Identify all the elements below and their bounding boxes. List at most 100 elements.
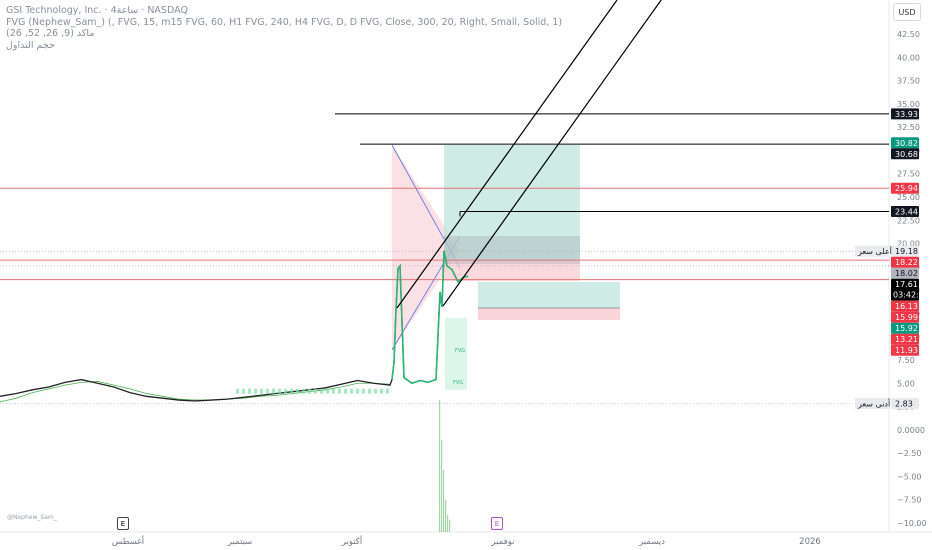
small-profit-zone <box>478 282 620 308</box>
price-tick-label: 22.50 <box>897 216 920 225</box>
price-tag-label: 16.13 <box>895 302 918 311</box>
volume-bar <box>439 400 441 532</box>
price-tick-label: 40.00 <box>897 53 920 62</box>
fvg-label: FVG <box>455 348 465 354</box>
earnings-event-marker[interactable]: E <box>117 517 129 530</box>
volume-highlight-bar <box>260 388 263 394</box>
symbol-title[interactable]: GSI Technology, Inc. · 4ساعة · NASDAQ <box>6 5 188 16</box>
price-caption: أعلى سعر <box>857 246 892 256</box>
time-tick-label: أكتوبر <box>341 535 362 547</box>
price-tick-label: 32.50 <box>897 123 920 132</box>
price-tag-label: 11.93 <box>895 346 918 355</box>
price-tag[interactable] <box>891 108 919 120</box>
price-tag-label: 15.99 <box>895 313 918 322</box>
price-tag-label: 18.02 <box>895 269 918 278</box>
price-tag-label: 33.93 <box>895 110 918 119</box>
volume-highlight-bar <box>320 388 323 394</box>
volume-highlight-bar <box>338 388 341 394</box>
volume-bar <box>447 515 449 532</box>
time-tick-label: نوفمبر <box>491 537 515 547</box>
time-axis[interactable]: أغسطس سبتمبر أكتوبر نوفمبر ديسمبر 2026 <box>112 535 821 547</box>
time-tick-label: ديسمبر <box>638 537 665 547</box>
price-caption-box <box>855 397 889 409</box>
volume-highlight-bar <box>248 388 251 394</box>
volume-bar <box>443 470 445 532</box>
price-tag[interactable] <box>891 311 919 323</box>
price-tag[interactable] <box>891 322 919 334</box>
trend-channel <box>396 0 662 309</box>
volume-title[interactable]: حجم التداول <box>6 39 55 51</box>
volume-highlight-bar <box>302 388 305 394</box>
volume-bars <box>439 400 451 532</box>
horizontal-levels <box>0 113 889 404</box>
volume-highlight-bar <box>254 388 257 394</box>
price-tag[interactable] <box>891 245 919 257</box>
volume-highlight-bar <box>368 388 371 394</box>
time-tick-label: 2026 <box>799 537 821 547</box>
time-tick-label: سبتمبر <box>227 537 252 547</box>
price-tick-label: 27.50 <box>897 170 920 179</box>
volume-highlight-bar <box>266 388 269 394</box>
volume-highlight-bar <box>314 388 317 394</box>
trend-line-lower <box>442 0 662 307</box>
price-caption: أدنى سعر <box>857 398 890 408</box>
price-tag-label: 2.83 <box>895 399 913 408</box>
volume-highlight-bar <box>296 388 299 394</box>
price-tag-label: 30.82 <box>895 139 918 148</box>
trade-zones: FVG FVG <box>391 144 620 390</box>
price-tag[interactable] <box>891 344 919 356</box>
volume-highlight-bar <box>326 388 329 394</box>
price-tag[interactable] <box>891 182 919 194</box>
volume-highlight-bar <box>356 388 359 394</box>
price-tag-label: 17.61 <box>895 280 918 289</box>
currency-button[interactable]: USD <box>893 3 921 21</box>
price-tick-label: 5.00 <box>897 379 915 388</box>
volume-highlight-bar <box>350 388 353 394</box>
price-tag[interactable] <box>891 137 919 149</box>
macd-title[interactable]: ماكد (9, 26, 52, 26) <box>6 28 95 39</box>
price-tag-label: 30.68 <box>895 150 918 159</box>
price-tag[interactable] <box>891 148 919 160</box>
price-tag[interactable] <box>891 300 919 312</box>
price-tag-label: 13.21 <box>895 335 918 344</box>
price-tick-label: 37.50 <box>897 77 920 86</box>
price-tick-label: 25.00 <box>897 193 920 202</box>
price-tick-label: 0.0000 <box>897 426 925 435</box>
volume-highlight-bar <box>290 388 293 394</box>
volume-highlight-bar <box>308 388 311 394</box>
price-tick-label: −10.00 <box>897 519 927 528</box>
earnings-event-marker[interactable]: E <box>491 517 503 530</box>
price-tag-label: 15.92 <box>895 324 918 333</box>
price-tick-label: −2.50 <box>897 449 922 458</box>
volume-highlight-bar <box>374 388 377 394</box>
volume-highlight-bar <box>272 388 275 394</box>
countdown-label: 03:42:16 <box>893 291 929 300</box>
price-tick-label: 20.00 <box>897 240 920 249</box>
price-tick-label: 7.50 <box>897 356 915 365</box>
price-tag[interactable] <box>891 278 919 301</box>
volume-bar <box>449 520 451 532</box>
volume-highlight-bar <box>236 388 239 394</box>
volume-bar <box>441 440 443 532</box>
volume-highlight-bar <box>362 388 365 394</box>
volume-highlight-bar <box>344 388 347 394</box>
volume-highlight-bar <box>284 388 287 394</box>
price-tick-label: 35.00 <box>897 100 920 109</box>
rally-price-line <box>391 250 469 385</box>
volume-highlight-bar <box>242 388 245 394</box>
price-tag[interactable] <box>891 206 919 218</box>
price-tick-label: −5.00 <box>897 472 922 481</box>
price-tick-label: 42.50 <box>897 30 920 39</box>
volume-highlight-bar <box>386 388 389 394</box>
volume-highlight-bar <box>380 388 383 394</box>
volume-bar <box>445 500 447 532</box>
price-tag[interactable] <box>891 267 919 279</box>
volume-highlight-bar <box>278 388 281 394</box>
price-tag[interactable] <box>891 333 919 345</box>
fvg-box <box>445 318 467 390</box>
price-tag[interactable] <box>891 256 919 268</box>
indicator-title[interactable]: FVG (Nephew_Sam_) (, FVG, 15, m15 FVG, 6… <box>6 16 563 28</box>
price-tag[interactable] <box>891 397 919 409</box>
long-profit-zone <box>444 145 580 261</box>
